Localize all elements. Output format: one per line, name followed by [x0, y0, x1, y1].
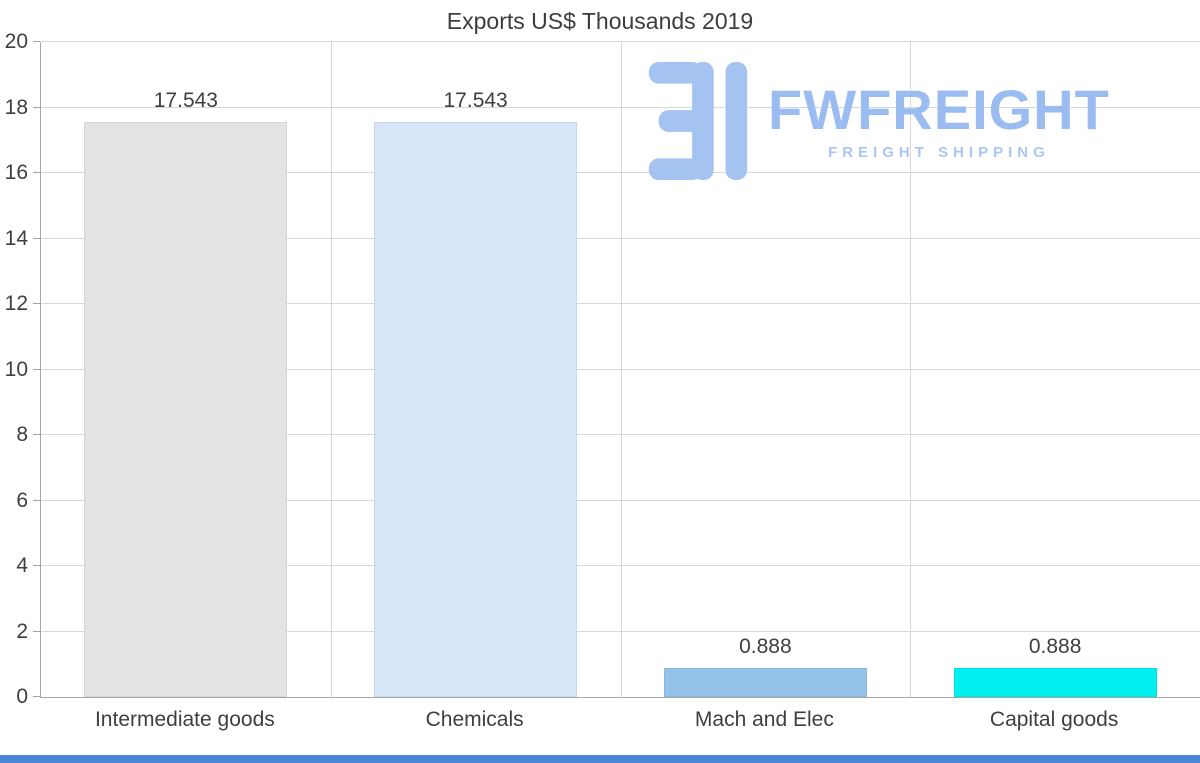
logo-text-block: FWFREIGHT FREIGHT SHIPPING: [768, 77, 1110, 161]
bar: [84, 122, 288, 697]
y-tick-mark: [33, 696, 40, 697]
bar-value-label: 0.888: [1028, 634, 1082, 658]
x-axis-label: Capital goods: [989, 708, 1119, 731]
bar-column: 0.888: [621, 42, 911, 697]
fwfreight-logo-icon: [648, 62, 748, 180]
x-axis-label: Mach and Elec: [694, 708, 834, 731]
bar-value-label: 0.888: [739, 634, 792, 658]
y-tick-label: 0: [16, 685, 28, 708]
bar-column: 17.543: [41, 42, 331, 697]
y-tick-label: 16: [4, 161, 28, 184]
x-axis: Intermediate goods Chemicals Mach and Elec…: [40, 700, 1199, 748]
chart-title: Exports US$ Thousands 2019: [446, 8, 754, 34]
x-axis-label: Chemicals: [425, 708, 524, 731]
x-axis-label: Intermediate goods: [94, 708, 275, 731]
v-gridline: [330, 42, 332, 697]
logo-mark-shapes: [648, 62, 748, 180]
y-tick-label: 6: [16, 488, 28, 512]
logo-wordmark: FWFREIGHT: [768, 77, 1110, 141]
footer-accent-bar: [0, 755, 1200, 763]
y-tick-mark: [33, 565, 40, 566]
y-tick-mark: [33, 499, 40, 501]
y-tick-label: 2: [16, 619, 28, 643]
bar: [953, 667, 1157, 697]
y-tick-mark: [33, 434, 40, 435]
y-tick-label: 18: [4, 95, 28, 119]
y-tick-mark: [33, 303, 40, 304]
y-tick-mark: [33, 237, 40, 239]
y-tick-mark: [33, 630, 40, 632]
bar: [663, 667, 867, 697]
bar-value-label: 17.543: [443, 89, 508, 113]
y-tick-label: 10: [4, 357, 28, 381]
bar-column: 17.543: [331, 42, 621, 697]
y-tick-label: 20: [4, 30, 28, 53]
y-tick-mark: [33, 172, 40, 173]
fwfreight-logo: FWFREIGHT FREIGHT SHIPPING: [648, 62, 1110, 180]
bar: [374, 122, 578, 697]
y-tick-label: 4: [16, 554, 28, 577]
logo-tagline: FREIGHT SHIPPING: [828, 143, 1050, 161]
v-gridline: [910, 42, 912, 697]
y-tick-mark: [33, 106, 40, 108]
y-tick-mark: [33, 368, 40, 370]
plot-area: 17.543 17.543 0.888 0.888: [40, 41, 1200, 698]
v-gridline: [620, 42, 622, 697]
y-axis: 0 2 4 6 8 10 12 14 16 18 20: [0, 30, 40, 708]
bar-column: 0.888: [910, 42, 1200, 697]
y-tick-label: 8: [16, 423, 28, 446]
y-tick-label: 12: [4, 292, 28, 315]
y-tick-label: 14: [4, 226, 28, 250]
h-gridline: [41, 41, 1200, 42]
bar-value-label: 17.543: [153, 89, 218, 113]
y-tick-mark: [33, 41, 40, 42]
